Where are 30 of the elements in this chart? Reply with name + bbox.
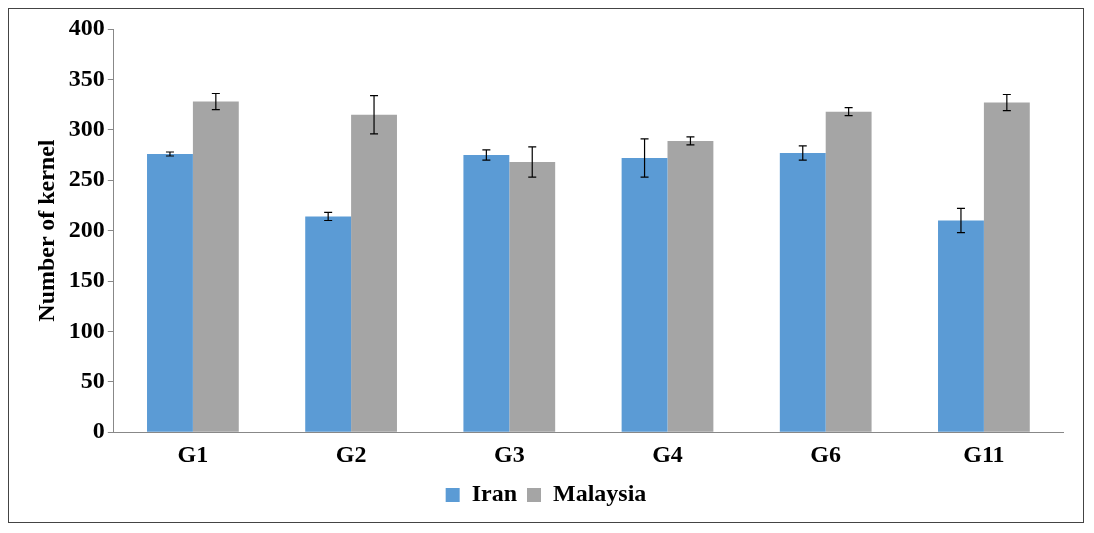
bar — [667, 140, 714, 432]
x-tick-label: G11 — [963, 440, 1005, 467]
bar — [463, 155, 510, 432]
y-tick-label: 200 — [68, 215, 105, 242]
y-tick-label: 50 — [80, 367, 105, 393]
y-tick-label: 100 — [68, 316, 105, 343]
bar — [825, 111, 872, 432]
bar — [351, 114, 397, 432]
legend-label: Iran — [471, 480, 518, 507]
bar — [509, 162, 556, 432]
x-tick-label: G3 — [493, 440, 525, 467]
y-tick-label: 0 — [92, 417, 105, 444]
y-tick-label: 150 — [68, 266, 105, 293]
bar — [779, 152, 826, 432]
legend-label: Malaysia — [553, 480, 647, 507]
bar — [192, 101, 239, 432]
x-tick-label: G2 — [335, 440, 367, 467]
bar — [938, 220, 984, 432]
y-tick-label: 300 — [68, 115, 105, 141]
y-tick-label: 250 — [68, 165, 105, 192]
y-axis-title: Number of kernel — [32, 139, 59, 322]
y-tick-label: 400 — [68, 14, 105, 41]
bar — [621, 158, 668, 432]
x-tick-label: G4 — [652, 440, 683, 467]
y-tick-label: 350 — [68, 64, 105, 91]
bar — [147, 153, 193, 432]
bar — [305, 216, 352, 432]
x-tick-label: G1 — [177, 440, 209, 467]
bar — [983, 102, 1030, 432]
x-tick-label: G6 — [810, 440, 842, 467]
